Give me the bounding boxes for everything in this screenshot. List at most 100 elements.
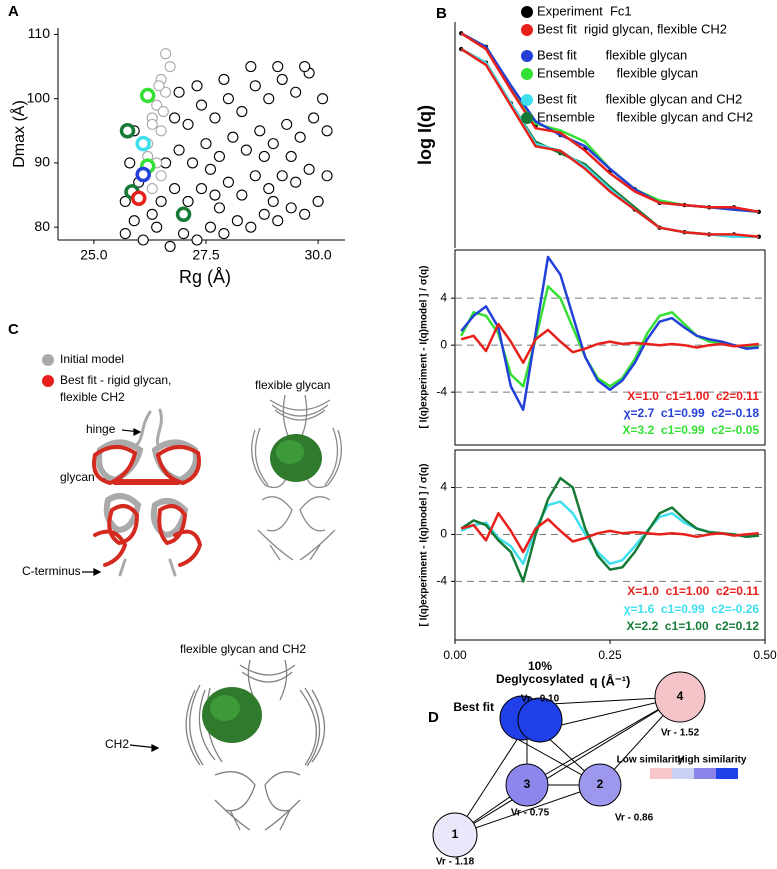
node bbox=[654, 671, 706, 723]
series-line bbox=[460, 476, 759, 583]
point bbox=[160, 48, 172, 60]
point bbox=[164, 60, 176, 73]
fit-statistics: X=3.2 c1=0.99 c2=-0.05 bbox=[623, 423, 760, 437]
point bbox=[169, 183, 181, 195]
plot-frame bbox=[454, 249, 766, 446]
point bbox=[209, 189, 221, 201]
point bbox=[204, 163, 217, 175]
point bbox=[169, 112, 181, 124]
x-tick-label: 30.0 bbox=[304, 247, 331, 263]
node-label: 4 bbox=[677, 689, 684, 703]
point bbox=[285, 202, 297, 214]
legend-label: Best fit flexible glycan and CH2 bbox=[537, 91, 742, 106]
x-tick-label: 0.00 bbox=[443, 648, 467, 662]
point bbox=[276, 170, 288, 182]
point bbox=[178, 228, 190, 240]
point bbox=[191, 80, 203, 92]
callout: glycan bbox=[60, 470, 95, 484]
point bbox=[191, 234, 203, 246]
point bbox=[209, 112, 221, 124]
y-tick-label: 0 bbox=[440, 527, 447, 541]
node-label: 1 bbox=[452, 827, 459, 841]
legend-marker bbox=[521, 50, 533, 62]
point bbox=[249, 170, 261, 182]
point bbox=[146, 208, 158, 220]
node-vr: Vr - 0.10 bbox=[521, 694, 560, 705]
y-tick-label: 0 bbox=[440, 337, 447, 351]
structure-flexible-glycan bbox=[251, 394, 342, 561]
highlight-point bbox=[119, 123, 136, 139]
fit-statistics: χ=1.6 c1=0.99 c2=-0.26 bbox=[624, 602, 760, 616]
y-tick-label: 90 bbox=[34, 154, 50, 170]
panel-c: Initial model Best fit - rigid glycan, f… bbox=[22, 352, 342, 831]
fit-statistics: X=2.2 c1=1.00 c2=0.12 bbox=[627, 619, 760, 633]
legend-label: Ensemble flexible glycan bbox=[537, 65, 698, 80]
y-tick-label: -4 bbox=[436, 384, 447, 398]
point bbox=[213, 150, 225, 163]
point bbox=[299, 208, 311, 220]
panel-label: C bbox=[8, 321, 19, 338]
callout: hinge bbox=[86, 422, 116, 436]
legend-marker bbox=[521, 68, 533, 80]
point bbox=[245, 60, 257, 73]
structure-best-fit bbox=[92, 408, 203, 577]
structure-title: flexible glycan bbox=[255, 378, 330, 392]
y-tick-label: -4 bbox=[436, 574, 447, 588]
node-label: 3 bbox=[524, 777, 531, 791]
point bbox=[151, 221, 163, 233]
node bbox=[517, 697, 563, 743]
point bbox=[182, 118, 194, 130]
x-tick-label: 27.5 bbox=[192, 247, 219, 263]
point bbox=[281, 118, 293, 130]
callout: CH2 bbox=[105, 737, 129, 751]
series-line bbox=[460, 322, 759, 365]
node bbox=[578, 763, 622, 807]
point bbox=[258, 150, 270, 163]
legend-label: Best fit - rigid glycan, bbox=[60, 373, 171, 387]
node-vr: Vr - 0.75 bbox=[511, 808, 550, 819]
point bbox=[173, 144, 185, 156]
point bbox=[227, 131, 239, 143]
point bbox=[137, 234, 149, 246]
y-axis-label: [ I(q)experiment - I(q)model ] / σ(q) bbox=[419, 464, 430, 627]
legend-label: High similarity bbox=[678, 755, 747, 766]
point bbox=[164, 240, 176, 252]
point bbox=[254, 125, 266, 137]
point bbox=[236, 105, 248, 118]
legend-label: Best fit flexible glycan bbox=[537, 47, 687, 62]
node-vr: Vr - 1.18 bbox=[436, 857, 475, 868]
point bbox=[294, 131, 306, 143]
series-line bbox=[460, 255, 759, 412]
legend-marker bbox=[521, 6, 533, 18]
x-tick-label: 0.25 bbox=[598, 648, 622, 662]
point bbox=[222, 176, 234, 188]
highlight-point bbox=[139, 87, 156, 104]
panel-label: B bbox=[436, 5, 447, 22]
node bbox=[505, 763, 549, 807]
point bbox=[276, 73, 288, 85]
legend-label: Initial model bbox=[60, 352, 124, 366]
point bbox=[222, 93, 234, 105]
point bbox=[263, 183, 275, 195]
point bbox=[272, 60, 284, 73]
y-axis-label: log I(q) bbox=[415, 105, 435, 165]
legend-marker bbox=[42, 354, 54, 366]
point bbox=[173, 86, 185, 98]
node-label: Best fit bbox=[453, 700, 494, 714]
fit-statistics: χ=2.7 c1=0.99 c2=-0.18 bbox=[624, 406, 760, 420]
point bbox=[245, 221, 257, 233]
point bbox=[155, 170, 167, 182]
point bbox=[200, 138, 212, 150]
y-tick-label: 80 bbox=[34, 218, 50, 234]
point bbox=[155, 125, 167, 137]
legend-marker bbox=[521, 94, 533, 106]
y-axis-label: [ I(q)experiment - I(q)model ] / σ(q) bbox=[419, 266, 430, 429]
point bbox=[157, 105, 169, 118]
point bbox=[290, 86, 302, 98]
series-line bbox=[460, 48, 759, 238]
legend-label: Experiment Fc1 bbox=[537, 3, 632, 18]
point bbox=[317, 93, 329, 105]
highlight-point bbox=[135, 135, 151, 152]
point bbox=[267, 195, 279, 208]
